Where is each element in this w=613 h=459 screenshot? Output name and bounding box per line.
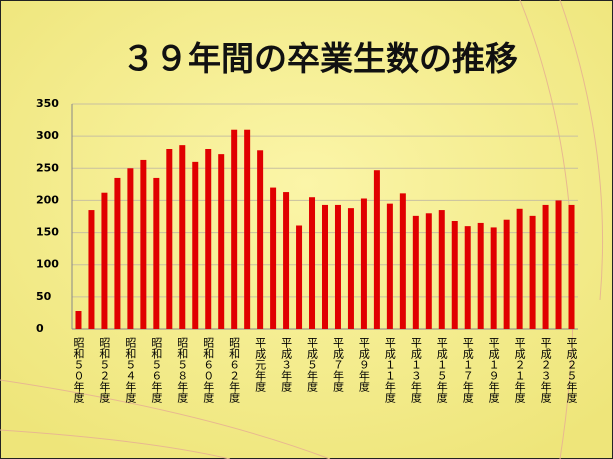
x-tick-label: 平成７年度	[331, 337, 344, 393]
bar	[283, 192, 289, 329]
x-tick-label: 昭和６２年度	[228, 337, 241, 404]
bar	[400, 193, 406, 329]
x-tick-label: 平成１３年度	[409, 337, 422, 404]
x-tick-label: 平成９年度	[357, 337, 370, 393]
bar	[231, 130, 237, 329]
bar	[361, 199, 367, 330]
bar	[517, 209, 523, 329]
bar	[114, 178, 120, 329]
bar	[166, 149, 172, 329]
bar	[348, 208, 354, 329]
bar	[309, 197, 315, 329]
bar	[478, 223, 484, 329]
bar	[374, 170, 380, 329]
x-tick-label: 平成２３年度	[539, 337, 552, 404]
x-tick-label: 平成５年度	[306, 337, 319, 393]
x-tick-label: 平成１７年度	[461, 337, 474, 404]
bar	[296, 226, 302, 330]
bar	[465, 226, 471, 329]
bar	[270, 188, 276, 329]
bar	[218, 154, 224, 329]
bar	[205, 149, 211, 329]
bar	[75, 311, 81, 329]
bar	[452, 221, 458, 329]
bar	[101, 193, 107, 329]
y-tick-label: 350	[36, 97, 59, 110]
x-tick-label: 平成３年度	[280, 337, 293, 393]
x-tick-label: 昭和５４年度	[124, 337, 137, 404]
x-tick-label: 昭和５８年度	[176, 337, 189, 404]
x-tick-label: 平成１９年度	[487, 337, 500, 404]
bar	[335, 205, 341, 329]
bar	[556, 200, 562, 329]
chart: ３９年間の卒業生数の推移 0 50 100 150 200 250 300 350 昭和５０年度…	[0, 0, 613, 459]
chart-title: ３９年間の卒業生数の推移	[122, 39, 518, 78]
bar	[504, 220, 510, 329]
x-tick-label: 昭和５６年度	[150, 337, 163, 404]
bar	[244, 130, 250, 329]
bar	[140, 160, 146, 329]
x-tick-label: 平成元年度	[254, 337, 267, 393]
x-tick-label: 平成１１年度	[383, 337, 396, 404]
bar	[387, 204, 393, 329]
bar	[426, 213, 432, 329]
bar	[439, 210, 445, 329]
y-tick-label: 200	[36, 193, 59, 206]
bar	[530, 216, 536, 329]
bar	[322, 205, 328, 329]
bar	[257, 150, 263, 329]
bar	[192, 162, 198, 329]
x-tick-label: 昭和６０年度	[202, 337, 215, 404]
bar	[88, 210, 94, 329]
y-tick-label: 50	[36, 290, 52, 303]
y-tick-label: 150	[36, 226, 59, 239]
x-tick-label: 昭和５２年度	[98, 337, 111, 404]
y-tick-label: 300	[36, 129, 59, 142]
y-tick-label: 250	[36, 161, 59, 174]
y-tick-label: 0	[36, 322, 44, 335]
bar	[179, 145, 185, 329]
y-tick-label: 100	[36, 258, 59, 271]
x-tick-label: 昭和５０年度	[72, 337, 85, 404]
x-tick-label: 平成２１年度	[513, 337, 526, 404]
bar	[569, 205, 575, 329]
bar	[413, 216, 419, 329]
x-tick-label: 平成１５年度	[435, 337, 448, 404]
bar	[127, 168, 133, 329]
x-tick-label: 平成２５年度	[565, 337, 578, 404]
bar	[491, 227, 497, 329]
bar	[153, 178, 159, 329]
bar	[543, 205, 549, 329]
